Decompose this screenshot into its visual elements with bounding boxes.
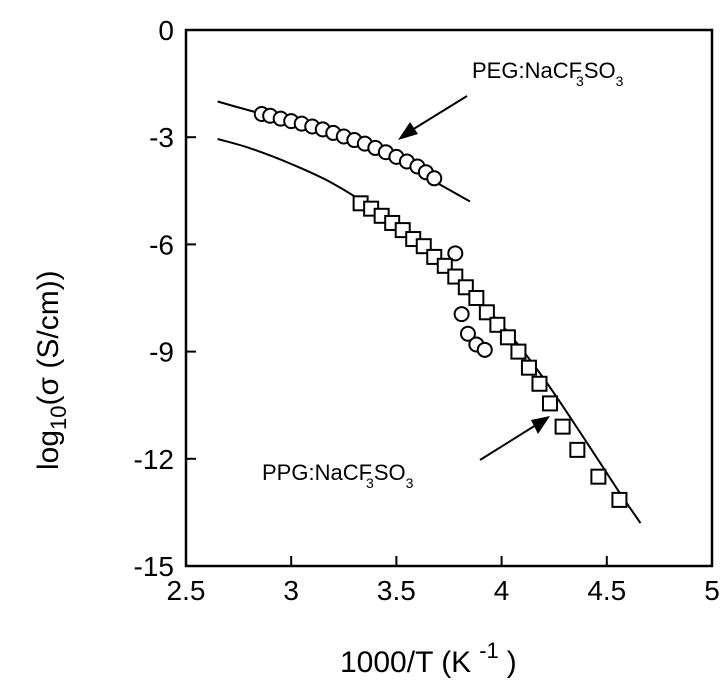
y-tick-label: -3 [149, 122, 174, 153]
x-tick-label: 4.5 [587, 575, 626, 606]
data-markers [253, 105, 628, 508]
square-marker [611, 491, 628, 508]
y-axis-label: log10(σ (S/cm)) [32, 270, 71, 470]
circle-marker [447, 245, 464, 262]
circle-marker [459, 325, 476, 342]
peg-arrow-head [398, 122, 418, 140]
x-tick-label: 4 [494, 575, 510, 606]
peg-annotation: PEG:NaCF3SO3 [398, 58, 624, 140]
square-marker [489, 316, 506, 333]
x-tick-label: 2.5 [167, 575, 206, 606]
peg-arrow-line [411, 95, 468, 131]
circle-marker [426, 170, 443, 187]
y-tick-label: -9 [149, 337, 174, 368]
square-marker [499, 329, 516, 346]
circle-marker [476, 341, 493, 358]
y-tick-label: 0 [158, 15, 174, 46]
x-tick-label: 3 [283, 575, 299, 606]
square-marker [554, 418, 571, 435]
square-marker [520, 359, 537, 376]
square-marker [590, 468, 607, 485]
square-marker [569, 441, 586, 458]
square-marker [541, 395, 558, 412]
plot-frame [184, 28, 714, 568]
x-tick-label: 5 [704, 575, 720, 606]
ppg-arrow-line [479, 424, 537, 461]
ppg-annotation: PPG:NaCF3SO3 [262, 416, 550, 491]
x-axis-label: 1000/T (K -1) [340, 638, 517, 679]
ppg-arrow-head [531, 416, 550, 434]
square-marker [468, 290, 485, 306]
y-tick-label: -12 [134, 444, 174, 475]
axis-ticks: 2.5 3 3.5 4 4.5 5 0 -3 -6 -9 -12 -15 [134, 15, 720, 606]
x-tick-label: 3.5 [377, 575, 416, 606]
y-tick-label: -6 [149, 229, 174, 260]
y-tick-label: -15 [134, 551, 174, 582]
ppg-label: PPG:NaCF3SO3 [262, 460, 414, 491]
peg-label: PEG:NaCF3SO3 [472, 58, 624, 89]
square-marker [531, 375, 548, 392]
square-marker [510, 343, 527, 360]
square-marker [478, 304, 495, 321]
circle-marker [453, 306, 470, 323]
